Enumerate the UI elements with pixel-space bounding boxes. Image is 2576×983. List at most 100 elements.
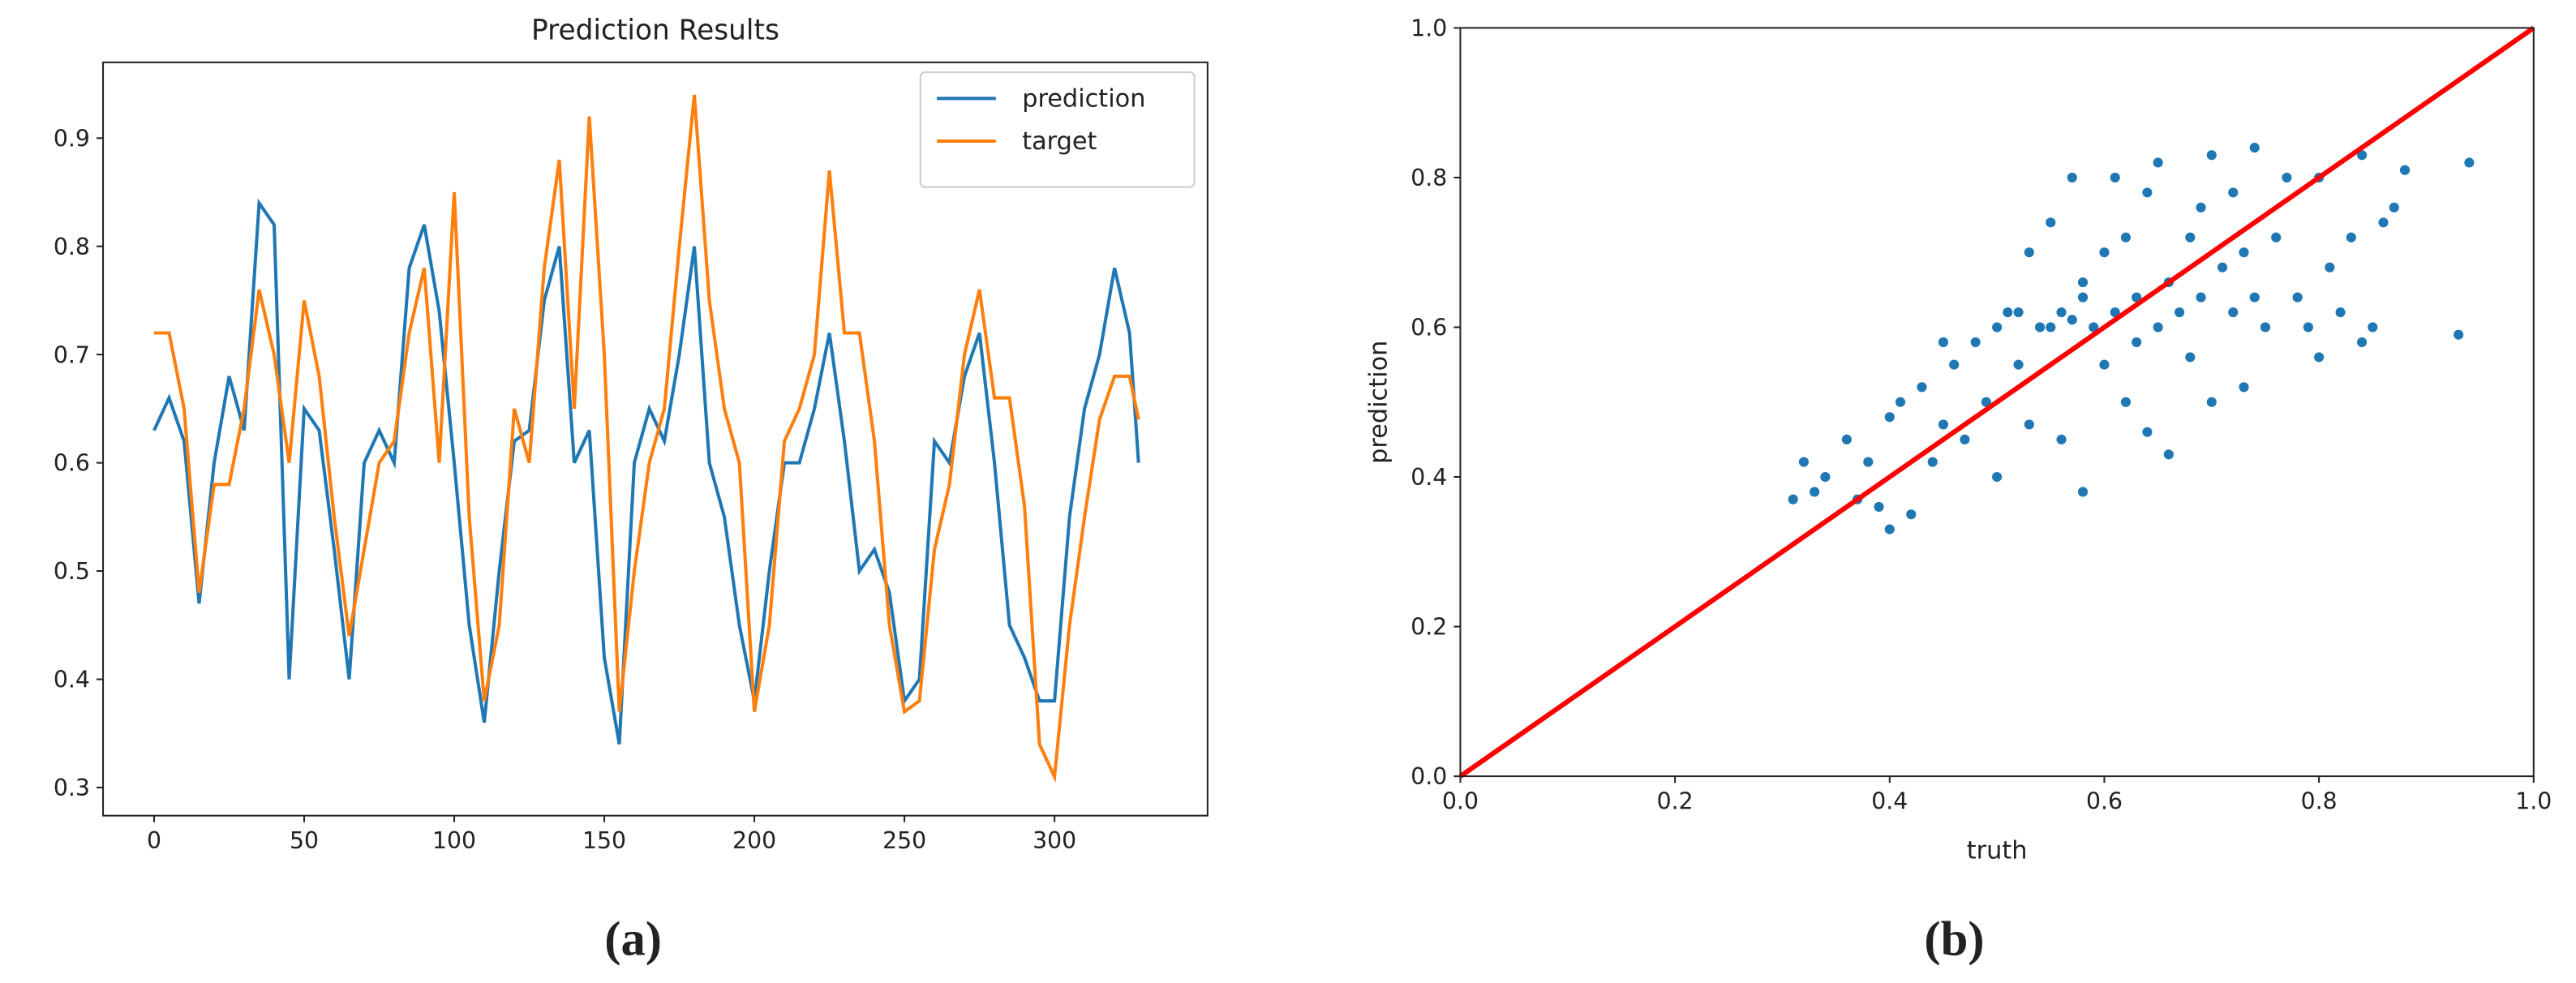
axes-frame: [1459, 27, 2535, 778]
series-line: [153, 94, 1140, 783]
y-axis-label: prediction: [1364, 341, 1393, 464]
scatter-point: [2013, 307, 2024, 318]
scatter-point: [2142, 427, 2153, 437]
scatter-point: [2271, 232, 2282, 243]
scatter-point: [1820, 471, 1831, 483]
scatter-point: [2153, 157, 2163, 168]
scatter-point: [2077, 292, 2089, 303]
scatter-point: [2249, 142, 2260, 153]
scatter-point: [2175, 307, 2185, 318]
y-tick-label: 0.4: [1410, 464, 1447, 491]
scatter-point: [2196, 202, 2206, 212]
legend-box: [919, 71, 1196, 188]
scatter-point: [2356, 337, 2368, 348]
scatter-point: [1863, 457, 1874, 467]
scatter-point: [2206, 397, 2217, 407]
x-tick-label: 200: [732, 827, 776, 854]
reference-line: [1458, 25, 2535, 779]
y-tick-label: 0.0: [1410, 763, 1447, 790]
scatter-point: [1938, 419, 1949, 430]
scatter-point: [2239, 247, 2249, 258]
scatter-point: [1917, 382, 1927, 393]
scatter-point: [2378, 217, 2389, 228]
scatter-point: [2464, 157, 2475, 168]
scatter-point: [2249, 292, 2260, 303]
scatter-point: [1798, 457, 1810, 467]
x-tick-label: 0: [147, 827, 161, 854]
scatter-point: [1960, 434, 1970, 444]
x-tick-label: 0.2: [1657, 788, 1694, 815]
y-tick-label: 0.5: [54, 558, 90, 585]
scatter-point: [2454, 329, 2464, 340]
scatter-point: [2239, 382, 2249, 393]
y-tick-label: 0.2: [1410, 614, 1447, 641]
scatter-point: [2120, 232, 2132, 243]
scatter-point: [2099, 359, 2110, 370]
scatter-point: [2206, 150, 2217, 161]
scatter-point: [2185, 232, 2196, 243]
y-tick-label: 0.3: [54, 775, 90, 801]
y-tick-label: 0.4: [54, 667, 90, 693]
x-tick-label: 0.6: [2086, 788, 2123, 815]
legend-label: prediction: [1022, 85, 1145, 114]
series-line: [152, 198, 1140, 745]
scatter-point: [1949, 359, 1960, 370]
x-tick-label: 50: [290, 827, 319, 854]
chart-title: Prediction Results: [531, 15, 779, 47]
scatter-point: [1970, 337, 1981, 348]
scatter-point: [1884, 412, 1895, 423]
scatter-point: [2356, 150, 2368, 161]
scatter-point: [1810, 487, 1820, 497]
x-tick-label: 100: [432, 827, 476, 854]
scatter-point: [2325, 262, 2335, 273]
scatter-point: [1874, 501, 1884, 512]
scatter-point: [1884, 524, 1895, 534]
scatter-point: [2292, 292, 2303, 303]
scatter-point: [1788, 494, 1798, 504]
scatter-point: [2142, 187, 2153, 198]
scatter-point: [1895, 397, 1906, 407]
caption: (a): [604, 912, 662, 967]
scatter-point: [2046, 217, 2056, 228]
y-tick-label: 0.7: [54, 341, 90, 368]
scatter-point: [2132, 337, 2142, 348]
scatter-point: [2346, 232, 2356, 243]
scatter-point: [2163, 449, 2174, 460]
scatter-point: [2314, 352, 2325, 363]
scatter-point: [2368, 322, 2378, 333]
scatter-point: [2120, 397, 2132, 407]
legend-label: target: [1022, 127, 1097, 156]
scatter-point: [2260, 322, 2271, 333]
scatter-point: [1981, 397, 1991, 407]
scatter-point: [2003, 307, 2013, 318]
scatter-point: [2056, 307, 2067, 318]
scatter-point: [2389, 202, 2399, 212]
scatter-point: [1841, 434, 1852, 444]
scatter-point: [1927, 457, 1938, 467]
x-tick-label: 0.0: [1442, 788, 1479, 815]
scatter-point: [2067, 315, 2077, 325]
y-tick-label: 0.8: [54, 234, 90, 260]
y-tick-label: 0.9: [54, 125, 90, 152]
caption: (b): [1924, 912, 1984, 967]
scatter-point: [2110, 307, 2120, 318]
x-tick-label: 250: [882, 827, 926, 854]
x-tick-label: 300: [1033, 827, 1076, 854]
scatter-point: [2067, 172, 2077, 183]
x-tick-label: 0.4: [1871, 788, 1908, 815]
scatter-point: [1906, 509, 1917, 520]
y-tick-label: 0.8: [1410, 165, 1447, 191]
x-tick-label: 0.8: [2301, 788, 2338, 815]
scatter-point: [2034, 322, 2046, 333]
scatter-point: [2185, 352, 2196, 363]
scatter-point: [1992, 471, 2003, 483]
scatter-point: [2335, 307, 2346, 318]
scatter-point: [1938, 337, 1949, 348]
scatter-point: [1992, 322, 2003, 333]
scatter-point: [2217, 262, 2228, 273]
scatter-point: [2228, 307, 2239, 318]
scatter-point: [2077, 487, 2089, 497]
x-tick-label: 1.0: [2515, 788, 2552, 815]
